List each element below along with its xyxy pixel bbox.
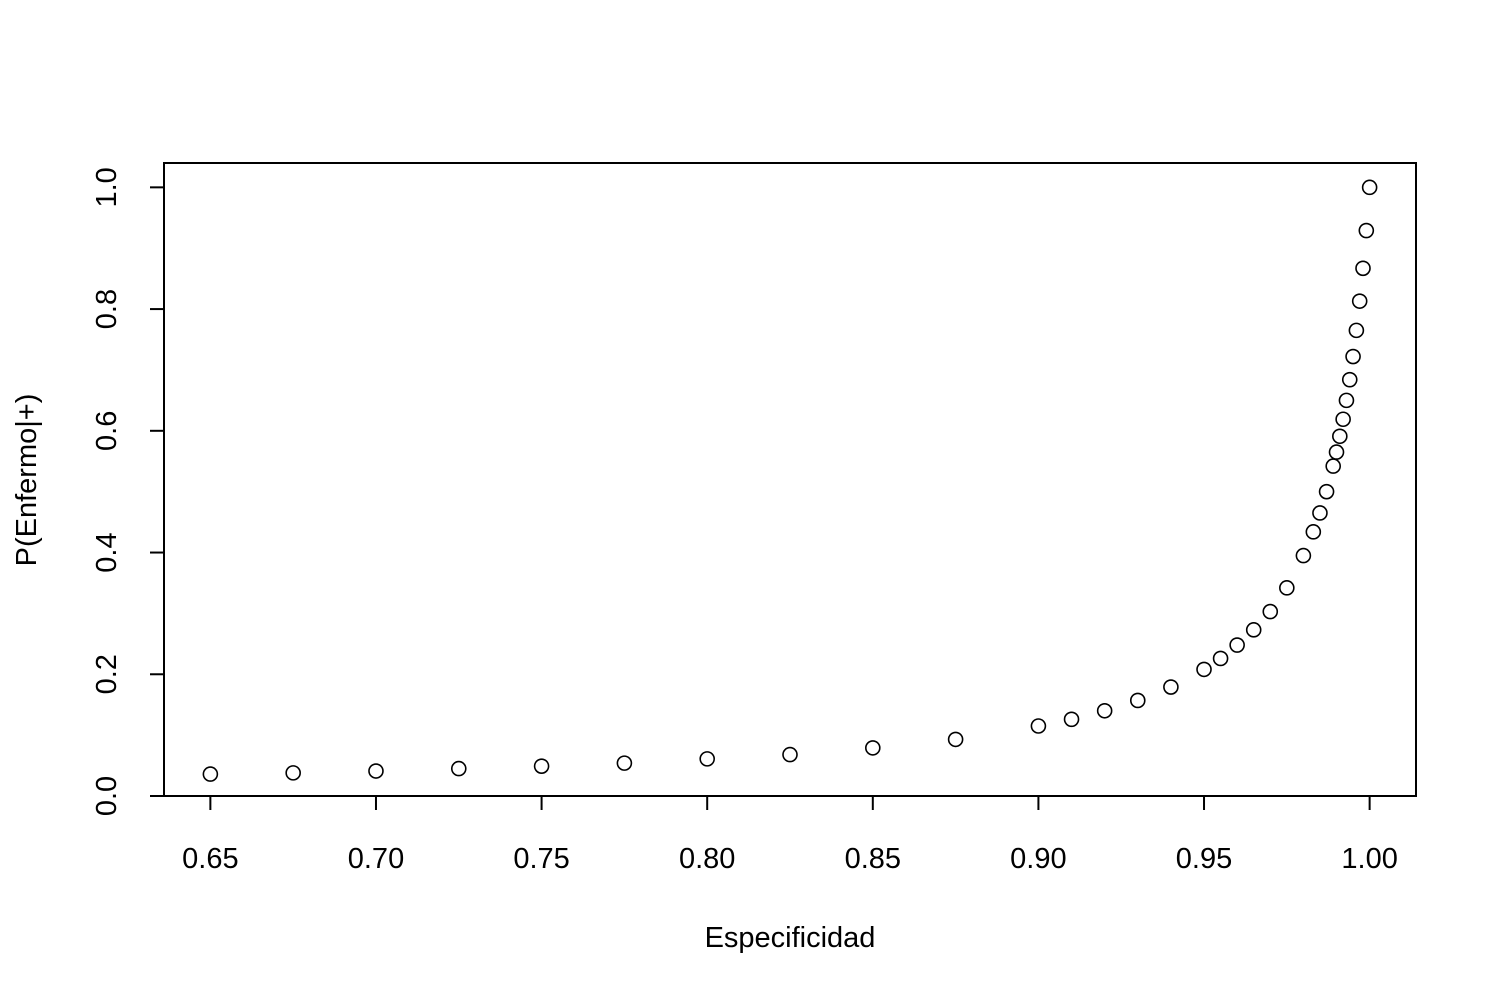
- y-axis: 0.0 0.2 0.4 0.6 0.8 1.0: [91, 167, 165, 816]
- data-point: [1063, 711, 1080, 728]
- data-point: [1229, 637, 1245, 653]
- data-point: [1328, 444, 1345, 460]
- data-point: [1163, 679, 1179, 695]
- y-axis-title: P(Enfermo|+): [11, 394, 43, 567]
- x-tick-label: 0.95: [1176, 843, 1232, 875]
- data-point: [1358, 222, 1375, 239]
- data-point: [1212, 650, 1229, 667]
- x-axis: 0.65 0.70 0.75 0.80 0.85 0.90 0.95 1.00: [182, 795, 1398, 875]
- x-tick-label: 1.00: [1341, 843, 1397, 875]
- data-point: [1262, 603, 1279, 620]
- data-point: [1245, 622, 1262, 638]
- data-point: [1312, 505, 1328, 521]
- data-point: [782, 746, 798, 763]
- x-tick-label: 0.80: [679, 843, 735, 875]
- x-tick-label: 0.75: [513, 843, 569, 875]
- x-tick-label: 0.90: [1010, 843, 1066, 875]
- data-point: [1030, 718, 1047, 734]
- y-tick-label: 0.4: [91, 532, 123, 572]
- data-point: [202, 766, 219, 782]
- y-tick-label: 0.6: [91, 411, 123, 451]
- data-point: [1096, 702, 1113, 719]
- y-tick-label: 0.2: [91, 654, 123, 694]
- x-tick-label: 0.65: [182, 843, 238, 875]
- data-point: [285, 765, 301, 781]
- data-point: [1318, 483, 1335, 500]
- data-points: [202, 179, 1378, 782]
- data-point: [1305, 524, 1322, 540]
- data-point: [1341, 371, 1358, 388]
- data-point: [1279, 580, 1295, 596]
- data-point: [1345, 348, 1361, 365]
- data-point: [947, 731, 964, 748]
- data-point: [533, 758, 550, 774]
- data-point: [1332, 428, 1348, 445]
- y-tick-label: 0.0: [91, 776, 123, 816]
- data-point: [1338, 392, 1355, 409]
- data-point: [616, 755, 633, 771]
- data-point: [699, 751, 715, 767]
- data-point: [1196, 661, 1212, 678]
- data-point: [1325, 458, 1341, 474]
- x-axis-title: Especificidad: [705, 922, 876, 954]
- y-tick-label: 0.8: [91, 289, 123, 329]
- x-tick-label: 0.70: [348, 843, 404, 875]
- x-tick-label: 0.85: [845, 843, 901, 875]
- data-point: [1295, 547, 1312, 564]
- y-tick-label: 1.0: [91, 167, 123, 207]
- data-point: [1348, 322, 1365, 339]
- data-point: [865, 740, 881, 756]
- data-point: [450, 760, 467, 777]
- data-point: [1361, 179, 1378, 196]
- data-point: [368, 763, 384, 779]
- data-point: [1355, 260, 1371, 277]
- data-point: [1335, 411, 1351, 428]
- data-point: [1129, 692, 1146, 709]
- data-point: [1351, 293, 1368, 309]
- plot-frame: [163, 162, 1417, 797]
